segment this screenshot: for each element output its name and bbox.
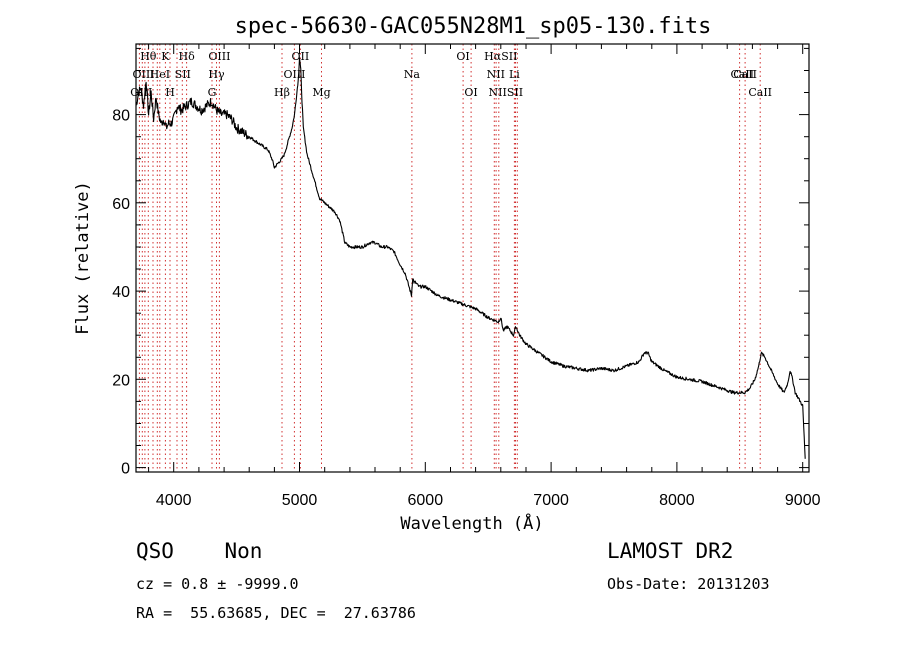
y-tick-label: 60 <box>112 196 130 213</box>
y-tick-label: 40 <box>112 284 130 301</box>
line-label: G <box>208 86 217 99</box>
redshift-cz: cz = 0.8 ± -9999.0 <box>136 575 299 593</box>
line-label: CaII <box>733 68 757 81</box>
line-label: OI <box>464 86 477 99</box>
x-axis-ticks: 4000 5000 6000 7000 8000 9000 <box>148 44 821 509</box>
x-tick-label: 5000 <box>282 492 318 509</box>
x-tick-label: 6000 <box>408 492 444 509</box>
observation-date: Obs-Date: 20131203 <box>607 575 770 593</box>
line-label: OIII <box>132 68 154 81</box>
line-label: Mg <box>312 86 330 99</box>
line-label: Li <box>509 68 520 81</box>
line-label: CaII <box>730 68 754 81</box>
x-tick-label: 7000 <box>533 492 569 509</box>
line-label: CaII <box>748 86 772 99</box>
line-label: HαSII <box>484 50 517 63</box>
line-label: K <box>161 50 170 63</box>
line-label: OIII <box>283 68 305 81</box>
survey-name: LAMOST DR2 <box>607 539 734 563</box>
line-label: Hδ <box>178 50 195 63</box>
line-label: OIII <box>130 86 152 99</box>
y-tick-label: 80 <box>112 108 130 125</box>
line-label: OI <box>456 50 469 63</box>
object-class: QSO Non <box>136 539 263 563</box>
x-axis-label: Wavelength (Å) <box>400 512 543 534</box>
line-label: Hθ <box>140 50 157 63</box>
line-label: SII <box>175 68 191 81</box>
chart-title: spec-56630-GAC055N28M1_sp05-130.fits <box>235 14 712 39</box>
y-axis-label: Flux (relative) <box>73 181 93 335</box>
line-label: NII <box>487 68 505 81</box>
x-tick-label: 8000 <box>659 492 695 509</box>
line-label: Hγ <box>208 68 225 81</box>
line-label: OIII <box>208 50 230 63</box>
y-axis-ticks: 0 20 40 60 80 <box>112 47 809 478</box>
spectrum-line <box>135 57 806 459</box>
x-tick-label: 4000 <box>156 492 192 509</box>
line-label: Hβ <box>274 86 290 99</box>
sky-coordinates: RA = 55.63685, DEC = 27.63786 <box>136 604 416 622</box>
line-label: OII <box>292 50 310 63</box>
y-tick-label: 20 <box>112 372 130 389</box>
line-label: NIISII <box>489 86 524 99</box>
spectral-line-markers <box>138 44 761 472</box>
plot-frame <box>135 43 810 473</box>
x-tick-label: 9000 <box>785 492 821 509</box>
line-label: H <box>165 86 175 99</box>
line-label: Na <box>404 68 421 81</box>
y-tick-label: 0 <box>121 461 130 478</box>
line-label: HeI <box>150 68 170 81</box>
